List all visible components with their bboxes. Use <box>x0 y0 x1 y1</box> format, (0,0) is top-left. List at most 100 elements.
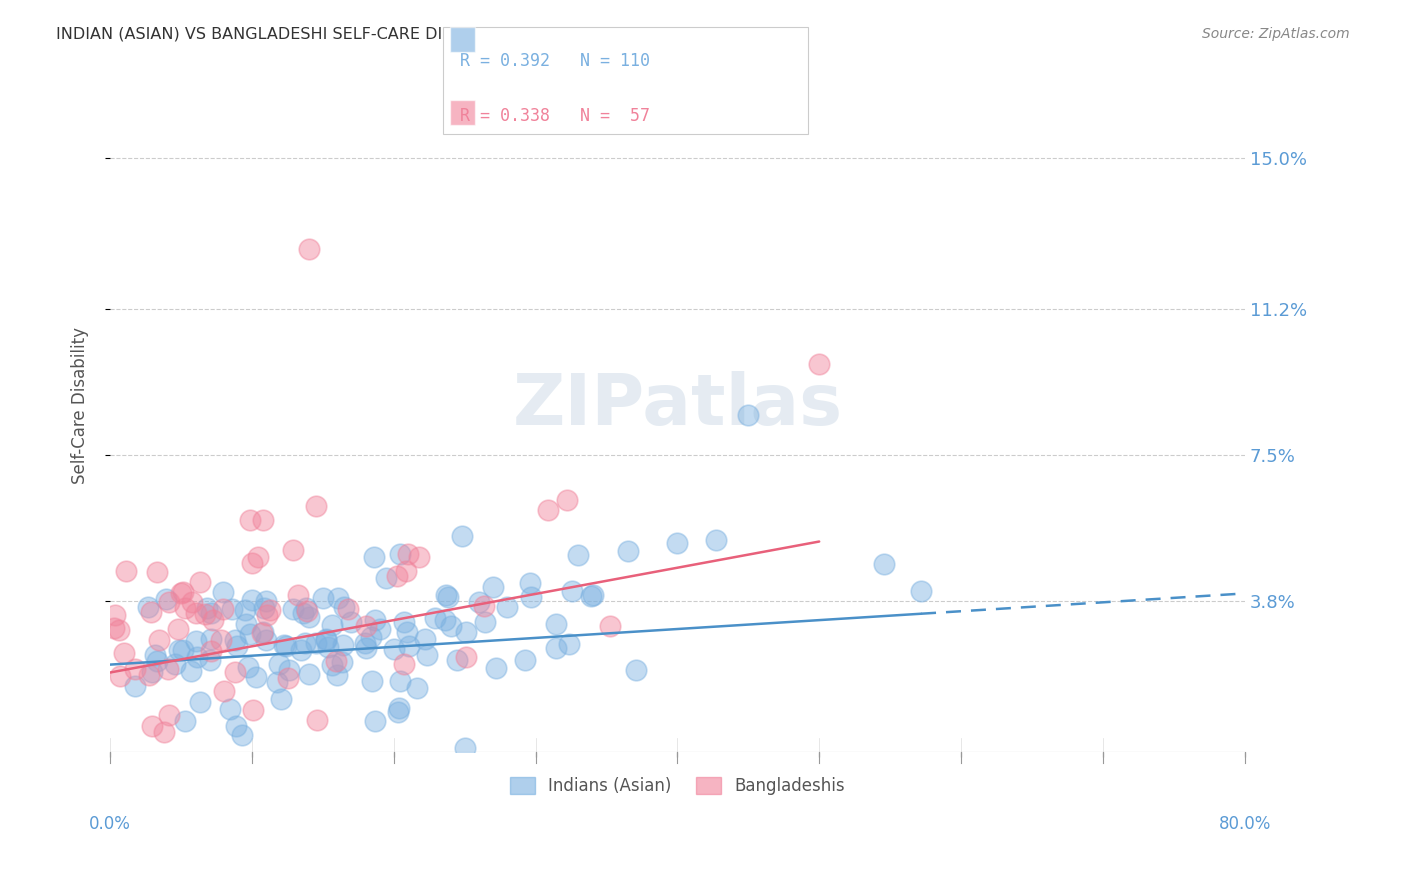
Point <box>225 639 247 653</box>
Point <box>332 638 354 652</box>
Point <box>278 664 301 678</box>
Point <box>434 588 457 602</box>
Point <box>259 603 281 617</box>
Point <box>557 492 579 507</box>
Point <box>266 674 288 689</box>
Point <box>406 681 429 695</box>
Point <box>287 588 309 602</box>
Point <box>219 702 242 716</box>
Point <box>325 668 347 682</box>
Point <box>336 601 359 615</box>
Point <box>356 618 378 632</box>
Point <box>315 632 337 647</box>
Point <box>211 585 233 599</box>
Point <box>143 648 166 662</box>
Point <box>395 565 418 579</box>
Point <box>808 357 831 371</box>
Point <box>225 718 247 732</box>
Point <box>437 590 460 604</box>
Point <box>408 550 430 565</box>
Point <box>496 600 519 615</box>
Point <box>139 605 162 619</box>
Point <box>256 608 278 623</box>
Point <box>242 703 264 717</box>
Point <box>384 642 406 657</box>
Point <box>361 674 384 689</box>
Point <box>166 622 188 636</box>
Point <box>579 590 602 604</box>
Text: R = 0.338   N =  57: R = 0.338 N = 57 <box>460 107 650 125</box>
Y-axis label: Self-Care Disability: Self-Care Disability <box>72 327 89 484</box>
Point <box>519 591 541 605</box>
Point <box>446 653 468 667</box>
Point <box>200 632 222 646</box>
Point <box>200 643 222 657</box>
Point <box>180 595 202 609</box>
Point <box>298 243 321 257</box>
Point <box>236 660 259 674</box>
Point <box>364 613 387 627</box>
Point <box>558 637 581 651</box>
Point <box>254 632 277 647</box>
Point <box>305 636 328 650</box>
Point <box>254 594 277 608</box>
Point <box>245 670 267 684</box>
Point <box>396 548 419 562</box>
Point <box>239 627 262 641</box>
Point <box>454 650 477 665</box>
Point <box>513 653 536 667</box>
Point <box>315 632 337 647</box>
Point <box>157 708 180 723</box>
Point <box>298 666 321 681</box>
Point <box>398 639 420 653</box>
Point <box>392 657 415 672</box>
Point <box>389 547 412 561</box>
Point <box>159 595 181 609</box>
Point <box>180 664 202 678</box>
Point <box>665 536 688 550</box>
Point <box>201 613 224 627</box>
Point <box>148 633 170 648</box>
Point <box>281 602 304 616</box>
Point <box>872 557 894 571</box>
Point <box>146 565 169 579</box>
Point <box>546 616 568 631</box>
Point <box>173 600 195 615</box>
Point <box>212 602 235 616</box>
Point <box>231 727 253 741</box>
Point <box>396 625 419 640</box>
Text: 0.0%: 0.0% <box>89 815 131 833</box>
Point <box>190 574 212 589</box>
Point <box>194 607 217 621</box>
Point <box>582 589 605 603</box>
Point <box>340 615 363 629</box>
Point <box>484 661 506 675</box>
Point <box>169 642 191 657</box>
Point <box>112 646 135 660</box>
Point <box>221 602 243 616</box>
Point <box>325 654 347 668</box>
Point <box>354 635 377 649</box>
Point <box>737 409 759 423</box>
Point <box>290 642 312 657</box>
Point <box>138 668 160 682</box>
Text: ZIPatlas: ZIPatlas <box>512 371 842 440</box>
Point <box>360 630 382 644</box>
Point <box>277 671 299 685</box>
Text: 80.0%: 80.0% <box>1219 815 1271 833</box>
Point <box>103 621 125 635</box>
Point <box>252 513 274 527</box>
Point <box>368 623 391 637</box>
Point <box>146 654 169 668</box>
Point <box>250 626 273 640</box>
Point <box>200 606 222 620</box>
Point <box>321 658 343 673</box>
Point <box>195 601 218 615</box>
Point <box>363 549 385 564</box>
Point <box>354 641 377 656</box>
Point <box>316 640 339 655</box>
Point <box>394 615 416 630</box>
Text: R = 0.392   N = 110: R = 0.392 N = 110 <box>460 52 650 70</box>
Point <box>209 633 232 648</box>
Point <box>599 619 621 633</box>
